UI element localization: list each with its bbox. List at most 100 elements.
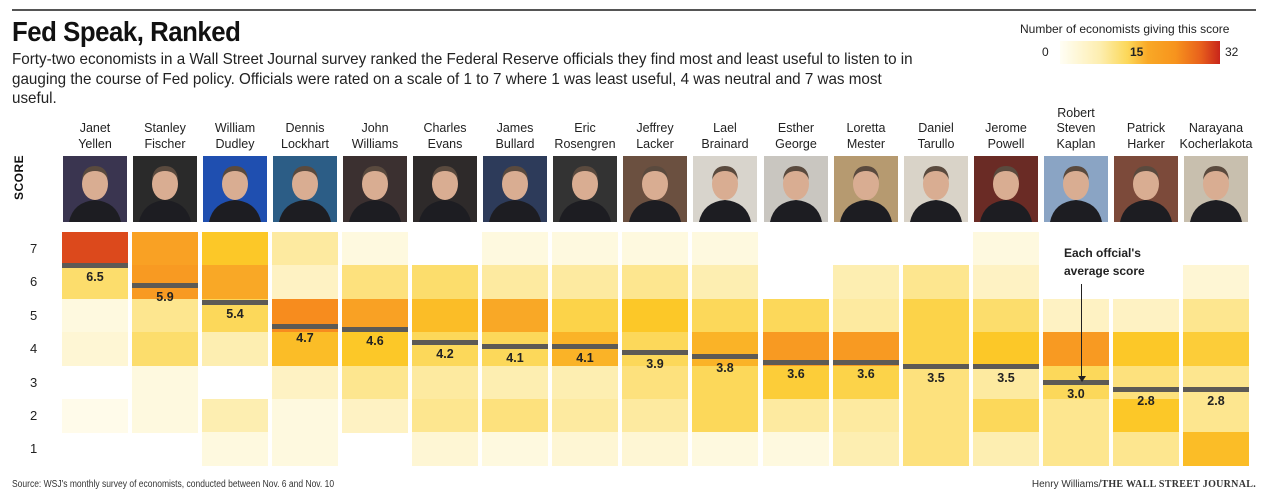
- heatmap-cell-score-1: [552, 432, 618, 466]
- average-score-label: 5.9: [156, 290, 174, 304]
- heatmap-cell-score-7: [552, 232, 618, 266]
- official-name: Dennis Lockhart: [267, 118, 343, 152]
- official-name: Stanley Fischer: [127, 118, 203, 152]
- official-name-part: George: [775, 136, 817, 151]
- legend-title: Number of economists giving this score: [1020, 22, 1230, 36]
- heatmap-cell-score-2: [62, 399, 128, 433]
- official-photo: [764, 156, 828, 222]
- y-tick-label: 5: [30, 307, 38, 323]
- average-score-label: 4.1: [576, 351, 594, 365]
- heatmap-cell-score-5: [763, 299, 829, 333]
- heatmap-cell-score-6: [622, 265, 688, 299]
- heatmap-cell-score-6: [692, 265, 758, 299]
- official-photo: [343, 156, 407, 222]
- heatmap-cell-score-5: [1113, 299, 1179, 333]
- average-score-bar: [342, 327, 408, 332]
- heatmap-cell-score-1: [1043, 432, 1109, 466]
- official-name-part: Steven: [1056, 121, 1096, 135]
- official-name-part: William: [214, 121, 256, 135]
- heatmap-cell-score-2: [202, 399, 268, 433]
- average-score-bar: [833, 360, 899, 365]
- heatmap-cell-score-1: [1113, 432, 1179, 466]
- legend-min-label: 0: [1042, 45, 1049, 59]
- heatmap-cell-score-7: [202, 232, 268, 266]
- average-score-bar: [622, 350, 688, 355]
- official-name: Eric Rosengren: [547, 118, 623, 152]
- legend-max-label: 32: [1225, 45, 1239, 59]
- average-score-label: 4.6: [366, 334, 384, 348]
- official-name-part: Kaplan: [1056, 136, 1096, 151]
- average-score-bar: [272, 324, 338, 329]
- heatmap-cell-score-3: [833, 366, 899, 400]
- heatmap-cell-score-5: [62, 299, 128, 333]
- heatmap-cell-score-2: [833, 399, 899, 433]
- official-name-part: Harker: [1127, 136, 1165, 151]
- average-score-label: 5.4: [226, 307, 244, 321]
- heatmap-cell-score-4: [412, 332, 478, 366]
- average-score-bar: [903, 364, 969, 369]
- average-score-bar: [973, 364, 1039, 369]
- heatmap-cell-score-6: [973, 265, 1039, 299]
- heatmap-cell-score-2: [272, 399, 338, 433]
- official-name-part: James: [496, 121, 534, 135]
- average-score-bar: [552, 344, 618, 349]
- official-name-part: Powell: [987, 136, 1025, 151]
- heatmap-cell-score-1: [973, 432, 1039, 466]
- heatmap-cell-score-4: [903, 332, 969, 366]
- y-tick-label: 3: [30, 374, 38, 390]
- official-name: Patrick Harker: [1108, 118, 1184, 152]
- heatmap-cell-score-2: [412, 399, 478, 433]
- heatmap-cell-score-3: [1183, 366, 1249, 400]
- heatmap-cell-score-5: [1183, 299, 1249, 333]
- heatmap-cell-score-6: [482, 265, 548, 299]
- official-name: Esther George: [758, 118, 834, 152]
- heatmap-cell-score-4: [692, 332, 758, 366]
- official-name: Charles Evans: [407, 118, 483, 152]
- heatmap-cell-score-4: [1043, 332, 1109, 366]
- heatmap-cell-score-4: [62, 332, 128, 366]
- heatmap-cell-score-6: [833, 265, 899, 299]
- heatmap-cell-score-4: [272, 332, 338, 366]
- credit-author: Henry Williams/: [1031, 479, 1102, 490]
- average-score-label: 3.9: [646, 357, 664, 371]
- average-score-bar: [763, 360, 829, 365]
- chart-title: Fed Speak, Ranked: [12, 16, 241, 47]
- average-score-label: 2.8: [1207, 394, 1225, 408]
- heatmap-cell-score-6: [132, 265, 198, 299]
- official-name-part: Esther: [777, 121, 815, 135]
- average-score-label: 3.8: [716, 361, 734, 375]
- heatmap-cell-score-6: [202, 265, 268, 299]
- heatmap-cell-score-7: [342, 232, 408, 266]
- heatmap-cell-score-2: [1043, 399, 1109, 433]
- heatmap-cell-score-6: [62, 265, 128, 299]
- heatmap-cell-score-2: [973, 399, 1039, 433]
- average-score-label: 4.2: [436, 347, 454, 361]
- source-note: Source: WSJ's monthly survey of economis…: [12, 479, 335, 490]
- official-photo: [63, 156, 127, 222]
- official-name-part: Yellen: [78, 136, 112, 151]
- official-name-part: John: [361, 121, 389, 135]
- official-photo: [623, 156, 687, 222]
- heatmap-cell-score-6: [272, 265, 338, 299]
- official-name-part: Dudley: [215, 136, 255, 151]
- heatmap-cell-score-1: [1183, 432, 1249, 466]
- heatmap-cell-score-4: [622, 332, 688, 366]
- heatmap-cell-score-7: [132, 232, 198, 266]
- heatmap-cell-score-2: [1183, 399, 1249, 433]
- heatmap-cell-score-4: [1183, 332, 1249, 366]
- official-name-part: Loretta: [846, 121, 886, 135]
- heatmap-cell-score-4: [132, 332, 198, 366]
- heatmap-cell-score-3: [622, 366, 688, 400]
- official-name-part: Eric: [574, 121, 596, 135]
- official-name: John Williams: [337, 118, 413, 152]
- official-name: William Dudley: [197, 118, 273, 152]
- y-tick-label: 1: [30, 441, 38, 457]
- y-tick-label: 6: [30, 274, 38, 290]
- average-score-bar: [62, 263, 128, 268]
- average-score-bar: [412, 340, 478, 345]
- average-score-bar: [132, 283, 198, 288]
- heatmap-cell-score-7: [692, 232, 758, 266]
- average-score-bar: [482, 344, 548, 349]
- annotation-arrow-head: [1078, 376, 1086, 382]
- heatmap-cell-score-3: [342, 366, 408, 400]
